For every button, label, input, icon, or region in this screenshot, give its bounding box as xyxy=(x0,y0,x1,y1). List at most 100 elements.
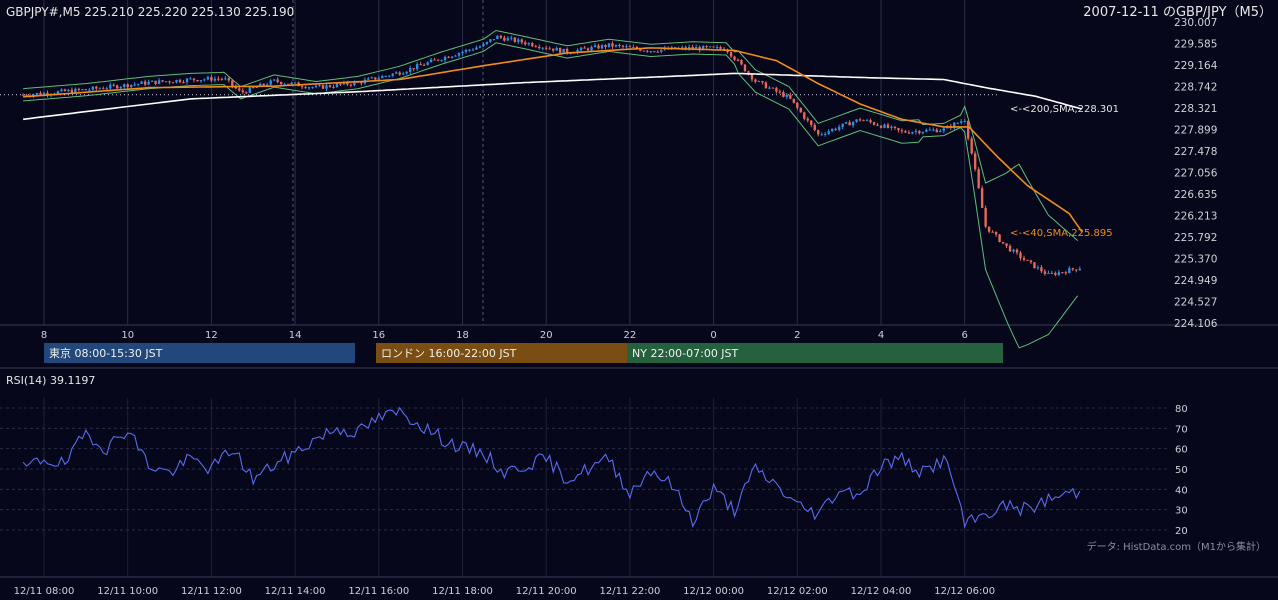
candle-body xyxy=(569,53,572,55)
candle-body xyxy=(625,46,628,48)
candle-body xyxy=(998,234,1001,242)
rsi-tick-label: 50 xyxy=(1175,465,1188,476)
candle-body xyxy=(858,119,862,121)
candle-body xyxy=(600,45,604,49)
candle-body xyxy=(189,78,192,80)
sma40-line xyxy=(23,47,1083,233)
candle-body xyxy=(454,55,457,57)
candle-body xyxy=(712,46,715,48)
candle-body xyxy=(88,89,91,91)
candle-body xyxy=(112,84,115,86)
candle-body xyxy=(21,94,25,96)
hour-tick-label: 22 xyxy=(624,330,637,341)
candle-body xyxy=(123,84,126,88)
candle-body xyxy=(349,84,353,86)
candle-body xyxy=(513,37,517,42)
candle-body xyxy=(206,77,210,80)
candle-body xyxy=(304,87,307,89)
candle-body xyxy=(1047,272,1050,274)
candle-body xyxy=(377,78,380,80)
candle-body xyxy=(583,47,586,49)
candle-body xyxy=(510,37,513,39)
candle-body xyxy=(84,89,88,91)
candle-body xyxy=(213,78,217,81)
candle-body xyxy=(925,129,928,132)
time-tick-label: 12/12 00:00 xyxy=(683,586,744,597)
candle-body xyxy=(778,91,782,93)
candle-body xyxy=(904,131,907,133)
candle-body xyxy=(1061,272,1064,274)
candle-body xyxy=(813,124,816,131)
candle-body xyxy=(91,86,95,90)
candle-body xyxy=(935,129,938,133)
candle-body xyxy=(126,84,129,88)
price-plot xyxy=(0,29,1083,349)
candle-body xyxy=(984,207,987,227)
candle-body xyxy=(1043,271,1047,274)
candle-body xyxy=(360,82,363,84)
candle-body xyxy=(750,73,754,80)
candle-body xyxy=(1057,272,1061,275)
candle-body xyxy=(475,47,478,50)
time-tick-label: 12/11 10:00 xyxy=(97,586,158,597)
candle-body xyxy=(886,124,890,128)
bollinger-upper-band xyxy=(23,29,1079,241)
candle-body xyxy=(611,43,614,47)
candle-body xyxy=(238,88,241,91)
rsi-grid xyxy=(0,407,1170,531)
rsi-tick-label: 80 xyxy=(1175,404,1188,415)
candle-body xyxy=(335,83,339,88)
candle-body xyxy=(579,47,583,50)
price-tick-label: 227.478 xyxy=(1174,146,1217,158)
candle-body xyxy=(1022,258,1026,260)
price-tick-label: 224.527 xyxy=(1174,297,1217,309)
candle-body xyxy=(1036,267,1040,269)
candle-body xyxy=(1071,268,1075,270)
candle-body xyxy=(743,64,747,72)
candle-body xyxy=(865,120,869,122)
candle-body xyxy=(963,120,966,122)
candle-body xyxy=(980,188,984,208)
candle-body xyxy=(102,88,105,90)
candle-body xyxy=(81,89,84,91)
candle-body xyxy=(691,46,694,49)
bollinger-lower-band xyxy=(23,42,1079,349)
candle-body xyxy=(283,83,286,85)
candle-body xyxy=(408,67,412,72)
candle-body xyxy=(405,71,408,74)
session-label: 東京 08:00-15:30 JST xyxy=(49,346,163,360)
candle-body xyxy=(231,80,234,86)
candle-body xyxy=(736,59,740,61)
candle-body xyxy=(161,80,164,82)
candle-body xyxy=(844,122,848,124)
candle-body xyxy=(576,49,579,53)
price-tick-label: 224.106 xyxy=(1174,318,1218,330)
candle-body xyxy=(1050,272,1054,274)
candle-body xyxy=(154,80,157,84)
candle-body xyxy=(830,128,834,132)
candle-body xyxy=(764,82,768,89)
candle-body xyxy=(977,169,980,189)
rsi-axis: 80 70 60 50 40 30 20 xyxy=(1175,404,1188,537)
candle-body xyxy=(447,56,450,58)
price-tick-label: 227.056 xyxy=(1174,168,1218,180)
candle-body xyxy=(332,86,335,88)
candle-body xyxy=(367,78,370,80)
candle-body xyxy=(1019,252,1022,259)
candle-body xyxy=(541,47,544,49)
candle-body xyxy=(590,46,593,51)
candle-body xyxy=(196,80,199,82)
candle-body xyxy=(429,59,433,63)
price-tick-label: 229.585 xyxy=(1174,39,1217,51)
candle-body xyxy=(855,119,858,122)
candle-body xyxy=(77,88,81,90)
candle-body xyxy=(527,43,530,45)
sma200-annotation: <-<200,SMA,228.301 xyxy=(1010,104,1119,115)
candle-body xyxy=(272,79,276,81)
hour-tick-label: 16 xyxy=(372,330,385,341)
hour-tick-label: 4 xyxy=(878,330,884,341)
candle-body xyxy=(116,85,119,89)
candle-body xyxy=(25,94,28,96)
candle-body xyxy=(994,231,998,235)
